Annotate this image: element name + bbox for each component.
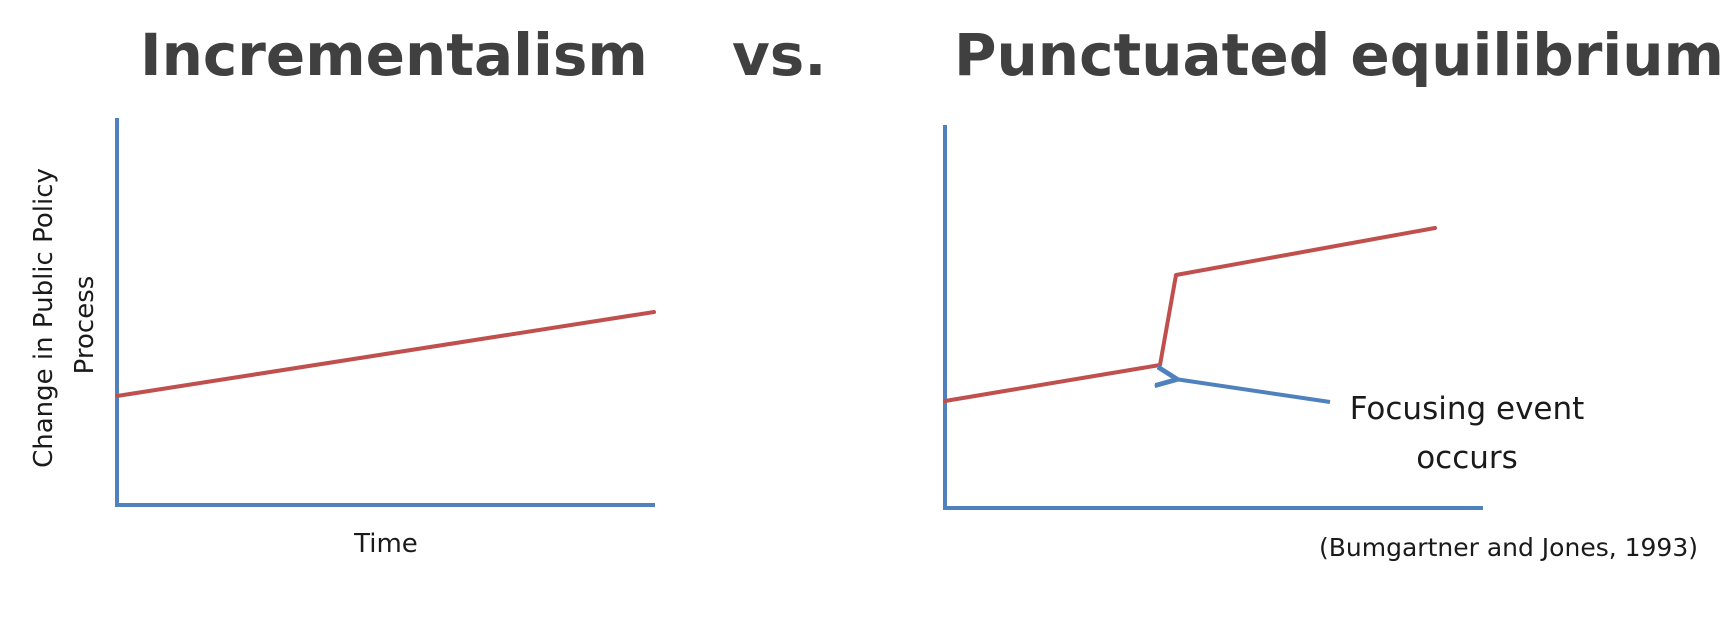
left-y-axis-label-line1: Change in Public Policy <box>29 168 59 468</box>
title-punctuated-equilibrium: Punctuated equilibrium <box>954 21 1721 89</box>
title-vs: vs. <box>732 21 826 89</box>
punctuated-trend-line <box>943 226 1437 403</box>
annotation-focusing-event-line1: Focusing event <box>1350 391 1585 427</box>
left-x-axis-label: Time <box>353 529 418 559</box>
citation: (Bumgartner and Jones, 1993) <box>1319 533 1698 562</box>
incremental-trend-line <box>115 310 656 398</box>
annotation-focusing-event-line2: occurs <box>1416 440 1518 476</box>
focusing-event-arrow <box>1175 379 1331 404</box>
left-y-axis-label-line2: Process <box>70 276 100 375</box>
title-incrementalism: Incrementalism <box>140 21 648 89</box>
punctuated-equilibrium-chart: Focusing event occurs <box>943 125 1585 510</box>
incrementalism-chart: Change in Public Policy Process Time <box>29 118 656 559</box>
